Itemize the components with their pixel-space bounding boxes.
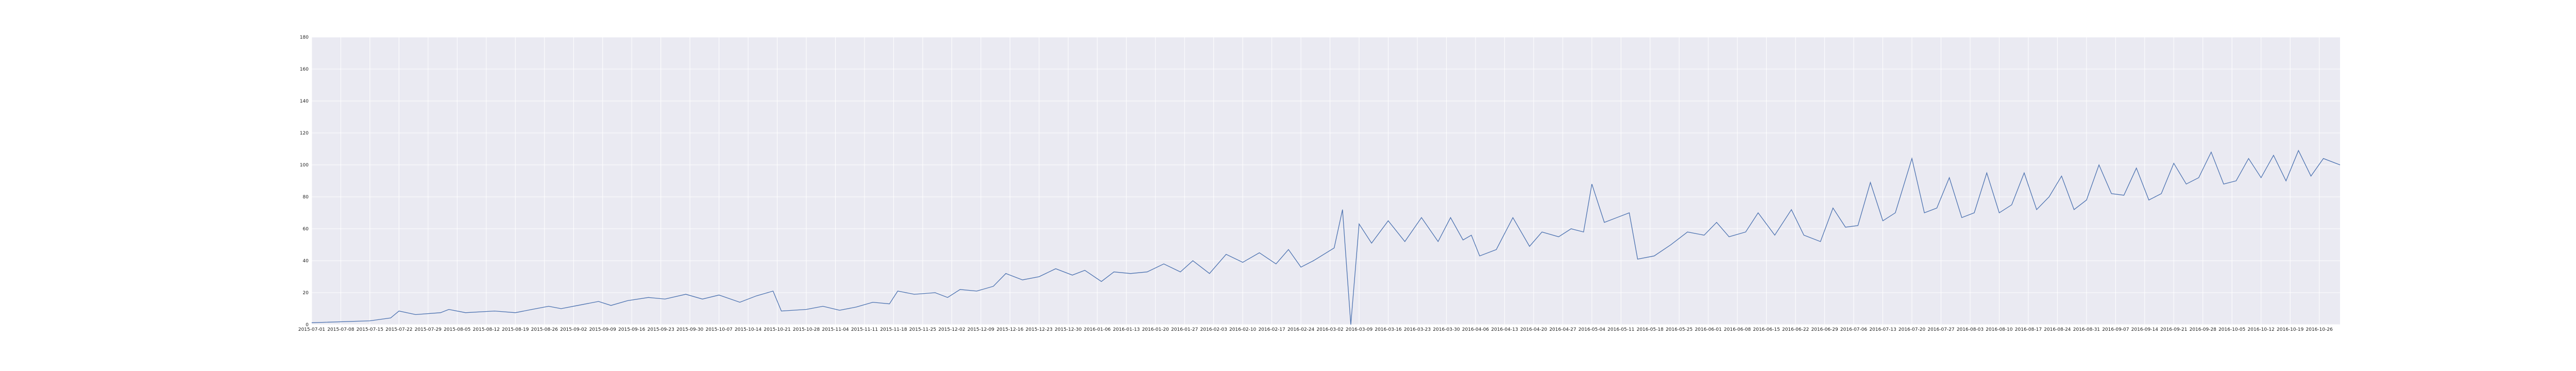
x-tick-label: 2016-07-20 xyxy=(1899,327,1926,332)
x-tick-label: 2015-08-05 xyxy=(444,327,470,332)
x-tick-label: 2015-12-09 xyxy=(968,327,995,332)
x-tick-label: 2016-10-12 xyxy=(2248,327,2275,332)
x-tick-label: 2016-06-29 xyxy=(1811,327,1838,332)
x-tick-label: 2016-01-13 xyxy=(1113,327,1140,332)
x-tick-label: 2016-03-30 xyxy=(1433,327,1460,332)
x-tick-label: 2016-03-16 xyxy=(1375,327,1402,332)
x-tick-label: 2016-03-23 xyxy=(1404,327,1431,332)
x-tick-label: 2016-08-10 xyxy=(1986,327,2013,332)
x-tick-label: 2015-11-18 xyxy=(880,327,907,332)
x-tick-label: 2016-03-02 xyxy=(1316,327,1343,332)
x-tick-label: 2015-10-28 xyxy=(793,327,820,332)
y-tick-label: 20 xyxy=(303,291,309,296)
x-tick-label: 2016-01-20 xyxy=(1142,327,1170,332)
x-tick-label: 2016-02-10 xyxy=(1229,327,1257,332)
y-tick-label: 140 xyxy=(300,99,309,104)
x-tick-label: 2016-08-24 xyxy=(2044,327,2071,332)
x-tick-label: 2016-01-06 xyxy=(1084,327,1111,332)
x-tick-label: 2015-07-01 xyxy=(298,327,325,332)
x-tick-label: 2016-02-17 xyxy=(1258,327,1285,332)
x-tick-label: 2016-06-22 xyxy=(1782,327,1809,332)
x-tick-label: 2016-10-19 xyxy=(2277,327,2304,332)
x-tick-label: 2016-07-13 xyxy=(1869,327,1896,332)
x-tick-label: 2015-10-07 xyxy=(705,327,732,332)
series-line xyxy=(311,149,2341,325)
x-tick-label: 2016-09-14 xyxy=(2131,327,2159,332)
x-tick-label: 2015-10-14 xyxy=(735,327,762,332)
x-tick-label: 2015-12-16 xyxy=(996,327,1024,332)
y-tick-label: 180 xyxy=(300,35,309,40)
x-tick-label: 2016-06-15 xyxy=(1753,327,1780,332)
x-tick-label: 2016-04-20 xyxy=(1520,327,1548,332)
x-tick-label: 2015-11-25 xyxy=(909,327,936,332)
x-tick-label: 2016-05-18 xyxy=(1637,327,1664,332)
x-tick-label: 2016-07-06 xyxy=(1840,327,1868,332)
x-tick-label: 2016-08-17 xyxy=(2015,327,2042,332)
x-tick-label: 2015-08-26 xyxy=(531,327,558,332)
x-tick-label: 2015-12-23 xyxy=(1026,327,1053,332)
y-tick-label: 0 xyxy=(306,323,309,328)
y-tick-label: 100 xyxy=(300,163,309,168)
x-tick-label: 2016-10-26 xyxy=(2306,327,2333,332)
x-tick-label: 2015-09-30 xyxy=(676,327,704,332)
x-tick-label: 2016-05-25 xyxy=(1666,327,1692,332)
y-tick-label: 40 xyxy=(303,259,309,264)
x-tick-label: 2015-08-12 xyxy=(473,327,500,332)
x-tick-label: 2015-07-29 xyxy=(415,327,442,332)
y-tick-label: 120 xyxy=(300,131,309,136)
x-tick-label: 2015-11-11 xyxy=(851,327,878,332)
x-tick-label: 2016-09-21 xyxy=(2160,327,2187,332)
x-tick-label: 2016-04-27 xyxy=(1549,327,1576,332)
x-tick-label: 2016-02-24 xyxy=(1287,327,1315,332)
x-tick-label: 2015-09-23 xyxy=(648,327,674,332)
x-tick-label: 2015-09-16 xyxy=(618,327,646,332)
x-tick-label: 2015-09-09 xyxy=(589,327,617,332)
x-tick-label: 2016-08-03 xyxy=(1957,327,1984,332)
x-tick-label: 2015-12-30 xyxy=(1055,327,1082,332)
x-tick-label: 2015-12-02 xyxy=(938,327,965,332)
plot-area xyxy=(312,37,2340,325)
x-tick-label: 2016-03-09 xyxy=(1346,327,1373,332)
x-tick-label: 2016-08-31 xyxy=(2073,327,2100,332)
x-tick-label: 2015-07-15 xyxy=(357,327,383,332)
y-axis-ticks: 0 20 40 60 80 100 120 140 160 180 xyxy=(300,35,309,328)
y-tick-label: 80 xyxy=(303,195,309,200)
x-tick-label: 2016-06-01 xyxy=(1695,327,1722,332)
x-tick-label: 2015-07-22 xyxy=(385,327,412,332)
x-tick-label: 2016-09-07 xyxy=(2102,327,2129,332)
x-tick-label: 2016-09-28 xyxy=(2190,327,2217,332)
x-tick-label: 2016-05-04 xyxy=(1579,327,1606,332)
x-tick-label: 2016-02-03 xyxy=(1200,327,1227,332)
x-tick-label: 2016-06-08 xyxy=(1724,327,1751,332)
x-tick-label: 2016-05-11 xyxy=(1607,327,1634,332)
x-axis-ticks: 2015-07-01 2015-07-08 2015-07-15 2015-07-22… xyxy=(298,327,2333,332)
x-tick-label: 2015-08-19 xyxy=(502,327,529,332)
x-tick-label: 2016-04-06 xyxy=(1462,327,1489,332)
x-tick-label: 2016-07-27 xyxy=(1927,327,1954,332)
x-tick-label: 2016-04-13 xyxy=(1491,327,1518,332)
x-tick-label: 2015-11-04 xyxy=(822,327,849,332)
x-tick-label: 2016-10-05 xyxy=(2218,327,2245,332)
y-tick-label: 60 xyxy=(303,227,309,232)
x-tick-label: 2015-09-02 xyxy=(560,327,587,332)
x-tick-label: 2016-01-27 xyxy=(1171,327,1198,332)
grid xyxy=(311,37,2340,325)
x-tick-label: 2015-07-08 xyxy=(327,327,354,332)
x-tick-label: 2015-10-21 xyxy=(764,327,790,332)
y-tick-label: 160 xyxy=(300,67,309,72)
